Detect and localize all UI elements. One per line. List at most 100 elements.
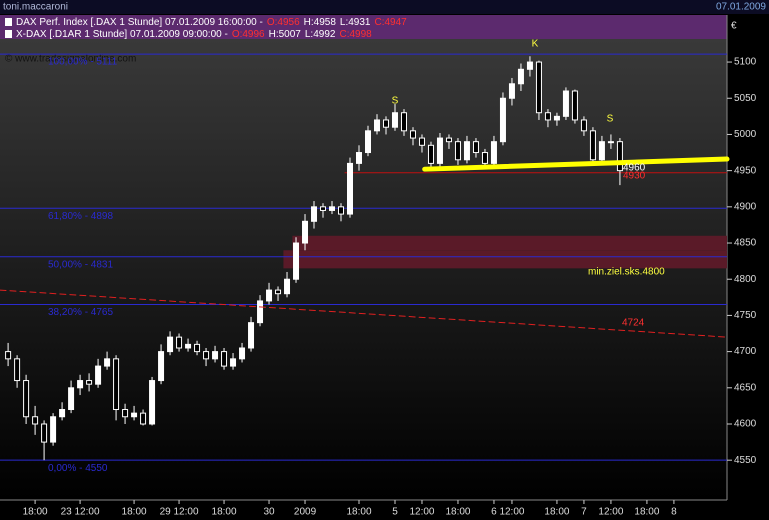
candle-body bbox=[86, 380, 93, 385]
fib-label: 61,80% - 4898 bbox=[48, 211, 113, 222]
fib-label: 100,00% - 5111 bbox=[48, 57, 118, 68]
annotation: 4930 bbox=[623, 171, 646, 182]
x-tick-label: 18:00 bbox=[634, 507, 659, 518]
y-tick-label: 4850 bbox=[734, 238, 757, 249]
x-tick-label: 8 bbox=[671, 507, 677, 518]
candle-body bbox=[248, 322, 255, 349]
candle-body bbox=[239, 347, 246, 360]
candle-body bbox=[427, 144, 434, 164]
candle-body bbox=[535, 61, 542, 114]
candle-body bbox=[122, 409, 129, 418]
trendline bbox=[422, 156, 730, 172]
candle-body bbox=[391, 112, 398, 128]
legend-field: L:4931 bbox=[340, 17, 371, 28]
candle-body bbox=[149, 380, 156, 425]
legend-field: O:4996 bbox=[232, 29, 265, 40]
candle-body bbox=[23, 380, 30, 418]
x-tick-label: 29 12:00 bbox=[160, 507, 199, 518]
candle-body bbox=[347, 162, 354, 215]
candle-body bbox=[320, 206, 327, 211]
candle-body bbox=[490, 141, 497, 164]
y-tick-label: 5100 bbox=[734, 57, 757, 68]
candle-body bbox=[382, 119, 389, 128]
y-tick-label: 4750 bbox=[734, 310, 757, 321]
candle-body bbox=[284, 278, 291, 295]
candle-body bbox=[140, 412, 147, 425]
candle-body bbox=[329, 206, 336, 211]
annotation: 4724 bbox=[622, 318, 645, 329]
candle-body bbox=[445, 137, 452, 143]
candle-body bbox=[203, 351, 210, 360]
x-tick-label: 23 12:00 bbox=[61, 507, 100, 518]
candle-body bbox=[5, 351, 12, 360]
target-zone bbox=[292, 235, 727, 251]
candle-body bbox=[104, 358, 111, 367]
candle-body bbox=[131, 412, 138, 418]
candle-body bbox=[517, 68, 524, 85]
x-tick-label: 18:00 bbox=[544, 507, 569, 518]
y-tick-label: 4600 bbox=[734, 419, 757, 430]
candle-body bbox=[409, 130, 416, 139]
candle-body bbox=[41, 423, 48, 443]
candle-body bbox=[364, 130, 371, 154]
candle-body bbox=[95, 365, 102, 385]
candle-body bbox=[176, 336, 183, 349]
trendline bbox=[0, 289, 728, 338]
candle-body bbox=[59, 409, 66, 418]
y-tick-label: 4550 bbox=[734, 455, 757, 466]
x-tick-label: 12:00 bbox=[598, 507, 623, 518]
candle-body bbox=[167, 336, 174, 353]
candle-body bbox=[266, 289, 273, 302]
legend-entry: DAX Perf. Index [.DAX 1 Stunde] 07.01.20… bbox=[16, 17, 407, 28]
candle-body bbox=[616, 141, 623, 172]
candle-body bbox=[607, 141, 614, 144]
annotation: 4960 bbox=[623, 163, 646, 174]
header-date: 07.01.2009 bbox=[716, 2, 766, 13]
candle-body bbox=[32, 416, 39, 425]
candle-body bbox=[257, 300, 264, 324]
x-tick-label: 30 bbox=[263, 507, 275, 518]
candle-body bbox=[68, 387, 75, 411]
candle-body bbox=[302, 220, 309, 244]
candle-body bbox=[544, 112, 551, 121]
y-tick-label: 4650 bbox=[734, 382, 757, 393]
legend-swatch bbox=[5, 18, 12, 26]
y-tick-label: 4950 bbox=[734, 165, 757, 176]
x-tick-label: 6 bbox=[491, 507, 497, 518]
y-unit: € bbox=[731, 21, 737, 32]
x-tick-label: 12:00 bbox=[499, 507, 524, 518]
candle-body bbox=[589, 130, 596, 161]
legend-field: L:4992 bbox=[305, 29, 336, 40]
legend-field: H:4958 bbox=[304, 17, 337, 28]
legend-swatch bbox=[5, 30, 12, 38]
y-tick-label: 5050 bbox=[734, 93, 757, 104]
x-tick-label: 18:00 bbox=[445, 507, 470, 518]
y-tick-label: 5000 bbox=[734, 129, 757, 140]
y-tick-label: 4800 bbox=[734, 274, 757, 285]
candle-body bbox=[400, 112, 407, 132]
x-tick-label: 18:00 bbox=[346, 507, 371, 518]
y-tick-label: 4700 bbox=[734, 346, 757, 357]
user-name: toni.maccaroni bbox=[3, 2, 68, 13]
candle-body bbox=[212, 351, 219, 360]
annotation: S bbox=[392, 96, 399, 107]
candle-body bbox=[230, 358, 237, 367]
candle-body bbox=[185, 343, 192, 349]
candle-body bbox=[418, 137, 425, 146]
x-tick-label: 7 bbox=[581, 507, 587, 518]
x-tick-label: 12:00 bbox=[409, 507, 434, 518]
legend-name: DAX Perf. Index [.DAX 1 Stunde] 07.01.20… bbox=[16, 17, 263, 28]
candle-body bbox=[311, 206, 318, 222]
candle-body bbox=[499, 97, 506, 143]
candle-body bbox=[77, 380, 84, 389]
watermark: © www.tradesignalonline.com bbox=[5, 54, 136, 65]
candle-body bbox=[14, 358, 21, 382]
candle-body bbox=[580, 119, 587, 132]
candle-body bbox=[194, 343, 201, 353]
legend-field: C:4947 bbox=[374, 17, 407, 28]
x-tick-label: 18:00 bbox=[23, 507, 48, 518]
candle-body bbox=[454, 141, 461, 161]
x-tick-label: 5 bbox=[392, 507, 398, 518]
header-bar bbox=[0, 0, 769, 14]
